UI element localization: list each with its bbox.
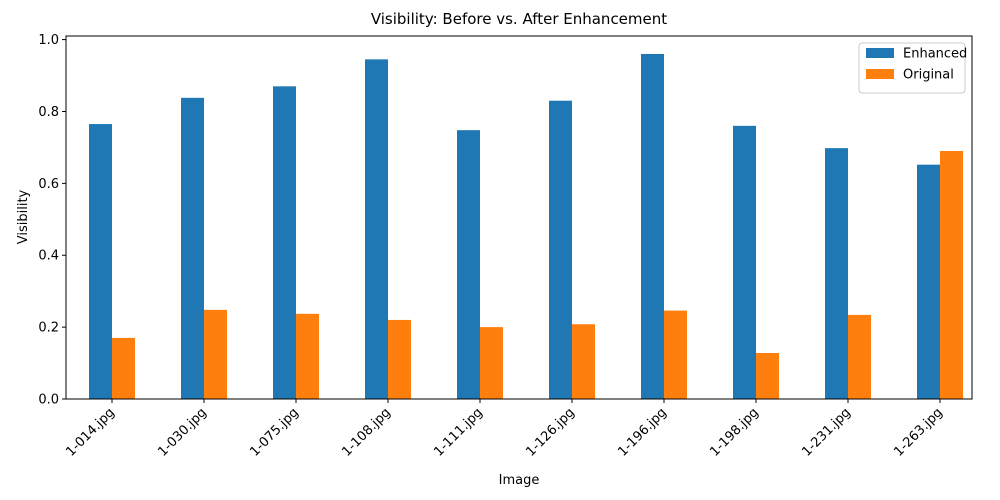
- bars-group: [89, 53, 963, 400]
- x-tick-label: 1-231.jpg: [799, 405, 853, 459]
- legend-swatch-enhanced: [866, 48, 894, 58]
- x-axis: 1-014.jpg 1-030.jpg 1-075.jpg 1-108.jpg 1-11…: [63, 399, 946, 460]
- bar-enhanced-5: [549, 100, 572, 400]
- x-tick-label: 1-126.jpg: [523, 405, 577, 459]
- bar-original-0: [112, 337, 135, 399]
- y-tick-label: 0.2: [38, 321, 59, 336]
- x-tick-label: 1-111.jpg: [431, 405, 485, 459]
- bar-enhanced-1: [181, 97, 204, 400]
- legend-label-enhanced: Enhanced: [903, 47, 967, 62]
- y-axis: 0.0 0.2 0.4 0.6 0.8 1.0: [38, 33, 66, 408]
- x-tick-label: 1-075.jpg: [247, 405, 301, 459]
- bar-original-4: [480, 327, 503, 399]
- x-tick-label: 1-108.jpg: [339, 405, 393, 459]
- y-tick-label: 1.0: [38, 33, 59, 48]
- bar-original-7: [756, 352, 779, 399]
- x-tick-label: 1-198.jpg: [707, 405, 761, 459]
- x-tick-label: 1-030.jpg: [155, 405, 209, 459]
- legend-label-original: Original: [903, 68, 954, 83]
- bar-original-3: [388, 319, 411, 399]
- y-tick-label: 0.6: [38, 177, 59, 192]
- legend-swatch-original: [866, 69, 894, 79]
- plot-frame: [65, 35, 973, 400]
- bar-enhanced-0: [89, 124, 112, 400]
- bar-original-6: [664, 310, 687, 399]
- bar-enhanced-8: [825, 148, 848, 399]
- bar-enhanced-3: [365, 59, 388, 399]
- y-tick-label: 0.8: [38, 105, 59, 120]
- bar-enhanced-2: [273, 86, 296, 399]
- legend: Enhanced Original: [858, 42, 967, 94]
- bar-original-8: [848, 314, 871, 399]
- bar-enhanced-7: [733, 125, 756, 399]
- x-tick-label: 1-263.jpg: [891, 405, 945, 459]
- x-tick-label: 1-196.jpg: [615, 405, 669, 459]
- bar-enhanced-4: [457, 130, 480, 399]
- bar-original-1: [204, 309, 227, 399]
- bar-original-9: [940, 151, 963, 399]
- x-tick-label: 1-014.jpg: [63, 405, 117, 459]
- bar-original-5: [572, 324, 595, 399]
- bar-original-2: [296, 313, 319, 399]
- y-tick-label: 0.0: [38, 393, 59, 408]
- x-axis-label: Image: [499, 473, 540, 488]
- bar-enhanced-6: [641, 53, 664, 399]
- bar-enhanced-9: [917, 164, 940, 399]
- y-axis-label: Visibility: [16, 189, 31, 244]
- y-tick-label: 0.4: [38, 249, 59, 264]
- chart-title: Visibility: Before vs. After Enhancement: [371, 10, 667, 28]
